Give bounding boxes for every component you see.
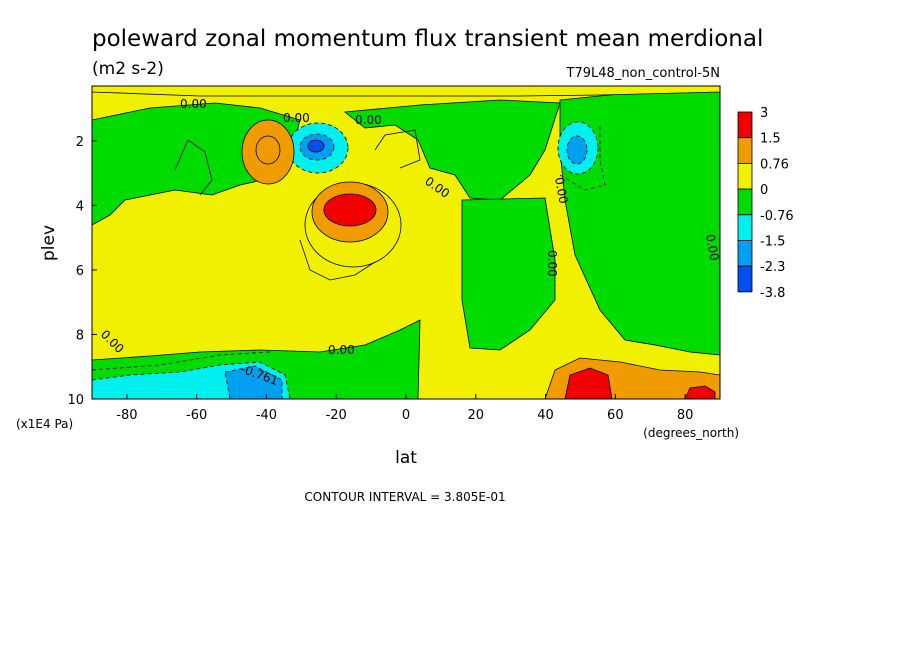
colorbar-swatch [737, 240, 753, 267]
orange-core-upper-left [255, 135, 281, 165]
x-tick-label: -20 [326, 408, 347, 423]
yellow-strip-upper [92, 86, 720, 97]
y-tick-label: 6 [76, 264, 84, 279]
colorbar-swatch [737, 214, 753, 241]
blue-blob-upper-right [566, 135, 588, 165]
green-region-upper-mid [343, 99, 561, 201]
red-blob-center [323, 193, 377, 227]
contour-line-d [559, 125, 606, 191]
units-label: (m2 s-2) [92, 59, 164, 79]
x-axis-label: lat [395, 448, 417, 468]
contour-line-b [374, 129, 421, 169]
contour-label: 0.00 [180, 97, 207, 111]
run-label: T79L48_non_control-5N [566, 66, 720, 81]
y-tick-label: 10 [67, 393, 84, 408]
colorbar-swatch [737, 265, 753, 293]
colorbar-swatch [737, 188, 753, 216]
darkblue-blob-upper-left [307, 139, 325, 153]
y-tick-label: 8 [76, 328, 84, 343]
colorbar: 3 1.5 0.76 0 -0.76 -1.5 -2.3 -3.8 [737, 106, 794, 301]
y-axis-units: (x1E4 Pa) [16, 417, 73, 431]
chart-title: poleward zonal momentum flux transient m… [92, 26, 763, 52]
contour-interval-footer: CONTOUR INTERVAL = 3.805E-01 [304, 490, 505, 504]
x-tick-label: -80 [116, 408, 137, 423]
x-tick-label: 20 [468, 408, 485, 423]
contour-label: 0.00 [328, 343, 355, 357]
contour-label: 0.00 [355, 113, 382, 127]
orange-blob-upper-left [241, 119, 295, 185]
x-tick-label: 0 [402, 408, 410, 423]
red-region-lower-right-b [684, 385, 716, 399]
x-tick-label: -40 [256, 408, 277, 423]
green-region-center-column [461, 197, 556, 351]
contour-line-a [174, 139, 213, 196]
red-region-lower-right-a [564, 367, 613, 399]
contour-line-e [92, 351, 271, 371]
x-axis-ticks: -80 -60 -40 -20 0 20 40 60 80 [116, 394, 693, 423]
colorbar-label: -3.8 [760, 286, 785, 301]
x-tick-label: 60 [607, 408, 624, 423]
blue-region-lower-left [224, 365, 283, 399]
colorbar-label: 0.76 [760, 157, 789, 172]
y-axis-label: plev [39, 225, 59, 261]
colorbar-label: 1.5 [760, 132, 781, 147]
colorbar-swatch [737, 111, 753, 139]
contour-line-c [299, 239, 376, 281]
y-tick-label: 2 [76, 135, 84, 150]
x-tick-label: 40 [537, 408, 554, 423]
colorbar-label: -1.5 [760, 235, 785, 250]
colorbar-label: 3 [760, 106, 768, 121]
colorbar-swatch [737, 162, 753, 190]
contour-label: 0.00 [703, 233, 721, 262]
contour-label: 0.00 [552, 176, 570, 205]
x-tick-label: -60 [186, 408, 207, 423]
colorbar-label: -2.3 [760, 260, 785, 275]
contour-field [92, 86, 720, 399]
x-axis-units: (degrees_north) [643, 426, 739, 440]
y-tick-label: 4 [76, 199, 84, 214]
colorbar-swatch [737, 137, 753, 164]
colorbar-label: -0.76 [760, 209, 794, 224]
colorbar-label: 0 [760, 183, 768, 198]
y-axis-ticks: 2 4 6 8 10 [67, 135, 97, 408]
contour-label: 0.00 [545, 250, 559, 277]
x-tick-label: 80 [677, 408, 694, 423]
contour-label: 0.00 [283, 111, 310, 125]
